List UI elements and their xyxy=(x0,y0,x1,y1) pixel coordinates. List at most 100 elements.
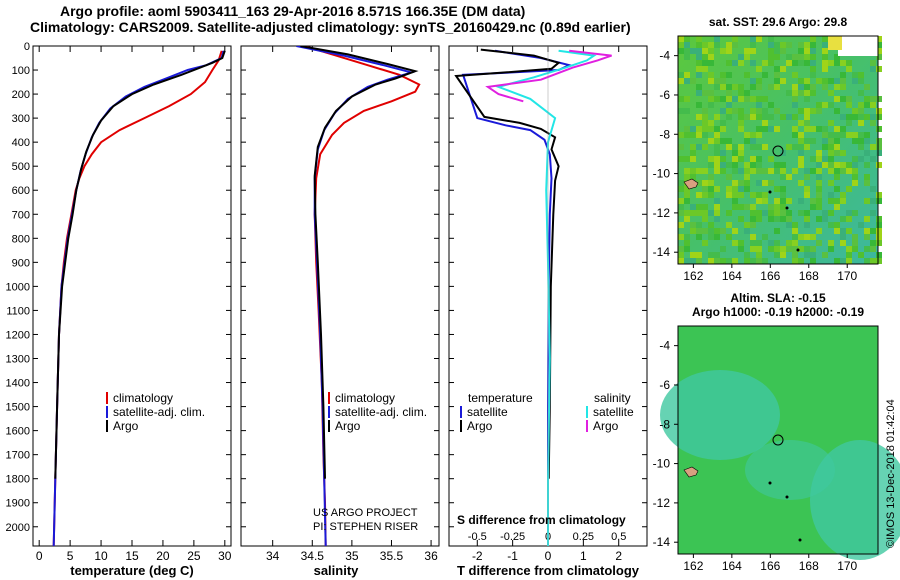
sst-pixel xyxy=(864,84,870,90)
sst-pixel xyxy=(744,204,750,210)
sst-pixel xyxy=(780,78,786,84)
sst-pixel xyxy=(810,252,816,258)
sst-pixel xyxy=(828,162,834,168)
sst-pixel xyxy=(876,240,882,246)
sst-pixel xyxy=(792,246,798,252)
sst-pixel xyxy=(684,192,690,198)
sst-pixel xyxy=(798,198,804,204)
sst-pixel xyxy=(678,258,684,264)
sst-pixel xyxy=(720,150,726,156)
sst-pixel xyxy=(738,120,744,126)
sst-pixel xyxy=(816,174,822,180)
sst-pixel xyxy=(768,42,774,48)
sst-pixel xyxy=(738,54,744,60)
sst-pixel xyxy=(822,210,828,216)
sst-pixel xyxy=(876,258,882,264)
sst-pixel xyxy=(774,126,780,132)
sst-pixel xyxy=(816,240,822,246)
sst-pixel xyxy=(852,210,858,216)
sst-pixel xyxy=(828,144,834,150)
sst-pixel xyxy=(792,84,798,90)
sst-pixel xyxy=(846,216,852,222)
sst-pixel xyxy=(720,162,726,168)
legend-s-argo: Argo xyxy=(593,419,619,433)
sst-pixel xyxy=(678,72,684,78)
sst-pixel xyxy=(876,222,882,228)
sst-pixel xyxy=(702,54,708,60)
sst-pixel xyxy=(846,228,852,234)
sst-pixel xyxy=(756,66,762,72)
sst-pixel xyxy=(690,78,696,84)
sst-pixel xyxy=(702,108,708,114)
sst-pixel xyxy=(774,48,780,54)
sst-pixel xyxy=(768,36,774,42)
sst-pixel xyxy=(678,252,684,258)
map-y-tick-label: -10 xyxy=(653,457,671,471)
sst-pixel xyxy=(822,102,828,108)
sst-pixel xyxy=(786,198,792,204)
sst-pixel xyxy=(774,246,780,252)
temperature-legend: climatology satellite-adj. clim. Argo xyxy=(106,391,205,433)
sst-pixel xyxy=(684,258,690,264)
sst-pixel xyxy=(840,60,846,66)
sst-pixel xyxy=(714,84,720,90)
legend-satellite: satellite-adj. clim. xyxy=(113,405,205,419)
map-y-tick-label: -12 xyxy=(653,206,671,220)
sst-pixel xyxy=(780,186,786,192)
sst-pixel xyxy=(816,162,822,168)
sst-pixel xyxy=(822,144,828,150)
sst-pixel xyxy=(720,246,726,252)
sst-pixel xyxy=(750,210,756,216)
map-y-tick-label: -6 xyxy=(659,378,670,392)
sst-pixel xyxy=(864,234,870,240)
sst-pixel xyxy=(762,180,768,186)
sst-pixel xyxy=(708,90,714,96)
sst-pixel xyxy=(732,108,738,114)
sst-pixel xyxy=(870,246,876,252)
sst-pixel xyxy=(870,96,876,102)
sst-pixel xyxy=(696,42,702,48)
sst-pixel xyxy=(870,66,876,72)
sst-pixel xyxy=(774,42,780,48)
sst-pixel xyxy=(696,144,702,150)
legend-s-satellite: satellite xyxy=(593,405,634,419)
sst-pixel xyxy=(708,126,714,132)
sst-pixel xyxy=(876,150,882,156)
sst-pixel xyxy=(684,48,690,54)
sst-pixel xyxy=(804,84,810,90)
sst-pixel xyxy=(714,126,720,132)
sst-pixel xyxy=(732,60,738,66)
y-tick-label: 200 xyxy=(12,89,30,101)
sst-pixel xyxy=(792,60,798,66)
sst-pixel xyxy=(792,126,798,132)
sst-pixel xyxy=(840,150,846,156)
sst-pixel xyxy=(762,258,768,264)
difference-xlabel: T difference from climatology xyxy=(457,563,640,578)
sst-pixel xyxy=(744,168,750,174)
sst-pixel xyxy=(804,168,810,174)
sst-pixel xyxy=(792,132,798,138)
sst-pixel xyxy=(864,132,870,138)
sst-pixel xyxy=(810,168,816,174)
sst-pixel xyxy=(750,42,756,48)
sst-pixel xyxy=(750,96,756,102)
sst-pixel xyxy=(708,162,714,168)
sst-pixel xyxy=(750,48,756,54)
sla-map-subtitle: Argo h1000: -0.19 h2000: -0.19 xyxy=(692,305,864,319)
sst-pixel xyxy=(780,216,786,222)
sst-pixel xyxy=(852,180,858,186)
sst-pixel xyxy=(876,36,882,42)
sst-pixel xyxy=(708,180,714,186)
sst-pixel xyxy=(738,96,744,102)
sst-pixel xyxy=(828,192,834,198)
sst-pixel xyxy=(876,144,882,150)
sst-pixel xyxy=(816,180,822,186)
sst-pixel xyxy=(732,228,738,234)
sst-pixel xyxy=(822,138,828,144)
sst-pixel xyxy=(804,252,810,258)
sst-pixel xyxy=(834,60,840,66)
sst-pixel xyxy=(852,72,858,78)
sla-map-title: Altim. SLA: -0.15 xyxy=(730,291,826,305)
series-line-argo xyxy=(54,50,226,479)
series-line-argo xyxy=(300,46,419,479)
